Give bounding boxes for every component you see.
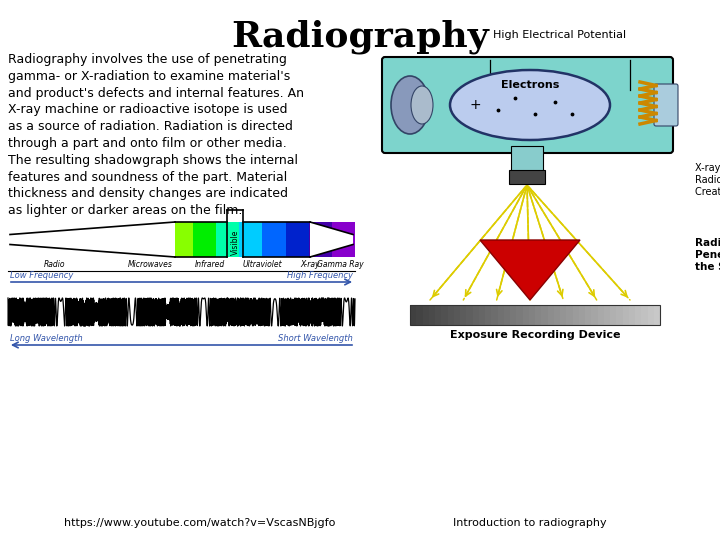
Bar: [623, 305, 629, 325]
Bar: [170, 222, 193, 257]
Text: Ultraviolet: Ultraviolet: [242, 260, 282, 269]
Bar: [263, 222, 286, 257]
Text: Introduction to radiography: Introduction to radiography: [453, 518, 607, 528]
Bar: [504, 305, 510, 325]
Bar: [416, 305, 423, 325]
Polygon shape: [8, 222, 175, 257]
Bar: [441, 305, 448, 325]
Text: Radiography: Radiography: [231, 20, 489, 55]
Bar: [516, 305, 523, 325]
Bar: [101, 222, 124, 257]
Polygon shape: [310, 222, 353, 257]
Bar: [332, 222, 355, 257]
Bar: [547, 305, 554, 325]
Bar: [528, 305, 535, 325]
Bar: [485, 305, 491, 325]
Bar: [423, 305, 428, 325]
Text: Infrared: Infrared: [195, 260, 225, 269]
Bar: [193, 222, 216, 257]
Ellipse shape: [411, 86, 433, 124]
Bar: [585, 305, 591, 325]
Polygon shape: [480, 240, 580, 300]
Bar: [511, 146, 543, 172]
FancyBboxPatch shape: [382, 57, 673, 153]
Text: Long Wavelength: Long Wavelength: [10, 334, 83, 343]
Bar: [560, 305, 566, 325]
Bar: [535, 305, 541, 325]
Bar: [598, 305, 604, 325]
Bar: [410, 305, 416, 325]
Bar: [435, 305, 441, 325]
Text: Visible: Visible: [230, 230, 240, 255]
Bar: [454, 305, 460, 325]
Ellipse shape: [391, 76, 429, 134]
Text: X-ray: X-ray: [300, 260, 320, 269]
Polygon shape: [10, 222, 175, 257]
Bar: [448, 305, 454, 325]
Bar: [216, 222, 239, 257]
Text: Gamma Ray: Gamma Ray: [317, 260, 364, 269]
Bar: [642, 305, 647, 325]
Bar: [566, 305, 572, 325]
Bar: [498, 305, 504, 325]
Bar: [286, 222, 309, 257]
Text: Radiation
Penetrate
the Sample: Radiation Penetrate the Sample: [695, 238, 720, 272]
Bar: [479, 305, 485, 325]
Bar: [147, 222, 170, 257]
Bar: [124, 222, 147, 257]
Text: https://www.youtube.com/watch?v=VscasNBjgfo: https://www.youtube.com/watch?v=VscasNBj…: [64, 518, 336, 528]
Text: Short Wavelength: Short Wavelength: [278, 334, 353, 343]
Bar: [629, 305, 635, 325]
Text: Microwaves: Microwaves: [127, 260, 172, 269]
Bar: [309, 222, 332, 257]
Text: Electrons: Electrons: [501, 80, 559, 90]
Text: +: +: [469, 98, 481, 112]
Bar: [472, 305, 479, 325]
Bar: [78, 222, 101, 257]
Bar: [467, 305, 472, 325]
Bar: [509, 170, 545, 184]
Bar: [31, 222, 54, 257]
FancyBboxPatch shape: [654, 84, 678, 126]
Bar: [523, 305, 528, 325]
Bar: [554, 305, 560, 325]
Bar: [591, 305, 598, 325]
Bar: [410, 305, 660, 325]
Ellipse shape: [450, 70, 610, 140]
Bar: [54, 222, 78, 257]
Text: X-ray Generator or
Radioactive Source
Creates Radiation: X-ray Generator or Radioactive Source Cr…: [695, 164, 720, 197]
Bar: [541, 305, 547, 325]
Bar: [647, 305, 654, 325]
Text: Radiography involves the use of penetrating
gamma- or X-radiation to examine mat: Radiography involves the use of penetrat…: [8, 53, 304, 217]
Bar: [604, 305, 610, 325]
Text: Low Frequency: Low Frequency: [10, 271, 73, 280]
Text: High Electrical Potential: High Electrical Potential: [493, 30, 626, 40]
Bar: [8, 222, 31, 257]
Bar: [635, 305, 642, 325]
Bar: [239, 222, 263, 257]
Bar: [654, 305, 660, 325]
Bar: [579, 305, 585, 325]
Text: High Frequency: High Frequency: [287, 271, 353, 280]
Bar: [616, 305, 623, 325]
Bar: [610, 305, 616, 325]
Bar: [491, 305, 498, 325]
Bar: [510, 305, 516, 325]
Text: Radio: Radio: [44, 260, 66, 269]
Bar: [460, 305, 467, 325]
Text: Exposure Recording Device: Exposure Recording Device: [450, 330, 620, 340]
Bar: [572, 305, 579, 325]
Bar: [428, 305, 435, 325]
